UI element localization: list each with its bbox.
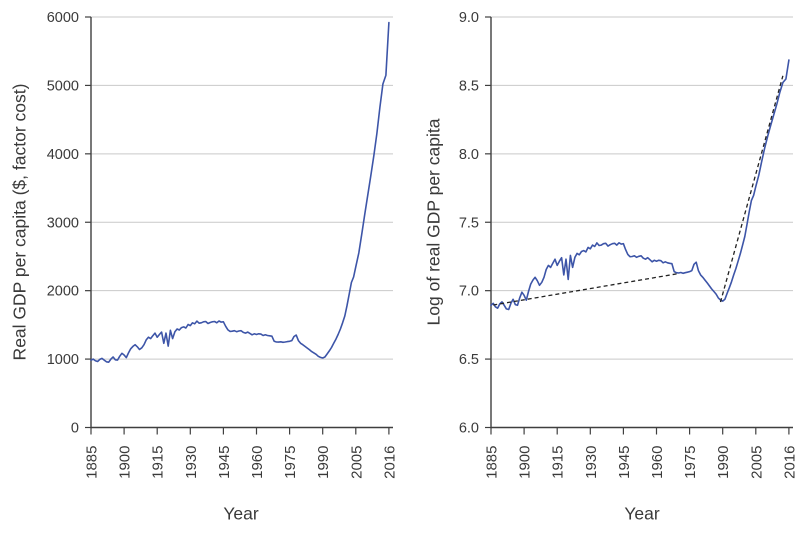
x-tick-label: 1885 <box>84 446 101 479</box>
x-tick-label: 1990 <box>715 446 732 479</box>
right-x-axis-title: Year <box>624 503 660 524</box>
x-tick-label: 1915 <box>550 446 567 479</box>
x-tick-label: 2016 <box>381 446 398 479</box>
x-tick-label: 1900 <box>117 446 134 479</box>
y-tick-label: 0 <box>71 421 79 437</box>
y-tick-label: 8.0 <box>459 147 479 163</box>
x-tick-label: 1975 <box>682 446 699 479</box>
y-tick-label: 7.0 <box>459 284 479 300</box>
x-tick-label: 1990 <box>315 446 332 479</box>
x-tick-label: 1975 <box>282 446 299 479</box>
x-tick-label: 2016 <box>781 446 798 479</box>
left-y-axis-title: Real GDP per capita ($, factor cost) <box>9 83 30 361</box>
x-tick-label: 1900 <box>517 446 534 479</box>
y-tick-label: 5000 <box>47 78 79 94</box>
y-tick-label: 6000 <box>47 10 79 26</box>
x-tick-label: 1960 <box>249 446 266 479</box>
x-tick-label: 1885 <box>484 446 501 479</box>
x-tick-label: 2005 <box>348 446 365 479</box>
right-chart: 6.0 6.5 7.0 7.5 8.0 8.5 9.0 1885 1900 1915 1930 194… <box>459 10 799 479</box>
y-tick-label: 8.5 <box>459 78 479 94</box>
trend-line-1989-2014 <box>719 75 784 303</box>
y-tick-label: 3000 <box>47 215 79 231</box>
y-tick-label: 7.5 <box>459 215 479 231</box>
trend-line-1886-1970 <box>493 272 679 306</box>
y-tick-label: 1000 <box>47 352 79 368</box>
left-chart: 0 1000 2000 3000 4000 5000 6000 1885 1900 1915 193… <box>47 10 399 479</box>
log-real-gdp-per-capita-line <box>490 59 790 311</box>
x-tick-label: 1930 <box>183 446 200 479</box>
y-tick-label: 4000 <box>47 147 79 163</box>
x-tick-label: 1930 <box>583 446 600 479</box>
y-tick-label: 2000 <box>47 284 79 300</box>
real-gdp-per-capita-line <box>90 21 390 363</box>
y-tick-label: 6.5 <box>459 352 479 368</box>
x-tick-label: 1960 <box>649 446 666 479</box>
x-tick-label: 1915 <box>150 446 167 479</box>
x-tick-label: 2005 <box>748 446 765 479</box>
left-x-axis-title: Year <box>223 503 259 524</box>
x-tick-label: 1945 <box>616 446 633 479</box>
y-tick-label: 6.0 <box>459 421 479 437</box>
right-y-axis-title: Log of real GDP per capita <box>423 118 444 326</box>
y-tick-label: 9.0 <box>459 10 479 26</box>
x-tick-label: 1945 <box>216 446 233 479</box>
